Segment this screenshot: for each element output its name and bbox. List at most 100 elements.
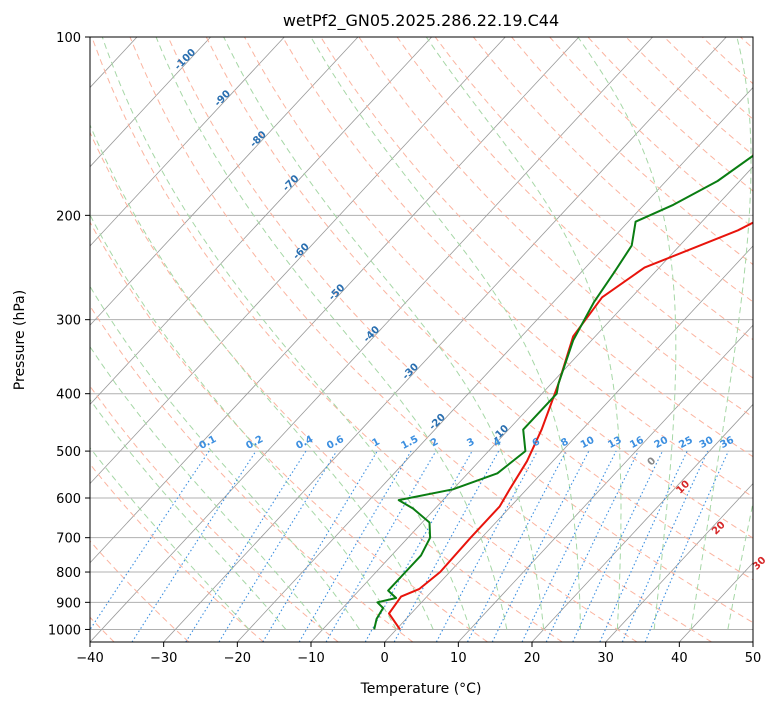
mixing-ratio-line [262,450,378,642]
dry-adiabat-line [549,37,753,229]
dry-adiabat-line [90,463,264,642]
x-tick-label: 0 [381,651,389,666]
mixing-ratio-line [185,450,307,642]
x-tick-label: 10 [450,651,467,666]
y-tick-label: 100 [56,31,81,46]
dry-adiabat-label: -50 [327,282,348,303]
dry-adiabat-line [90,385,339,642]
moist-adiabat-line [90,446,250,630]
isotherm-line [0,37,63,642]
x-tick-label: 20 [524,651,541,666]
y-axis-label: Pressure (hPa) [12,290,28,390]
dry-adiabat-label: -100 [173,47,199,73]
isotherm-line [752,641,753,642]
x-tick-label: −40 [76,651,103,666]
dry-adiabat-label: -90 [213,88,234,109]
dry-adiabat-line [205,37,753,581]
isotherm-line [90,37,653,642]
isotherm-label: 30 [751,555,769,573]
y-tick-label: 400 [56,388,81,403]
dewpoint-profile-line [373,154,753,630]
y-tick-label: 1000 [48,623,81,638]
y-tick-label: 500 [56,445,81,460]
dry-adiabat-line [90,221,488,642]
mixing-ratio-line [621,450,709,642]
moist-adiabat-line [90,398,287,630]
mixing-ratio-label: 3 [465,436,476,449]
x-tick-label: 40 [671,651,688,666]
moist-adiabat-line [577,37,677,630]
moist-adiabat-line [155,37,508,630]
x-tick-label: 30 [597,651,614,666]
isotherm-line [384,245,753,642]
moist-adiabat-line [690,37,752,630]
temperature-profile-line [388,221,753,630]
dry-adiabat-line [511,37,753,266]
moist-adiabat-line [223,37,545,630]
mixing-ratio-label: 1 [370,436,381,449]
x-tick-label: −10 [297,651,324,666]
dry-adiabat-line [701,37,753,85]
dry-adiabat-line [282,37,753,498]
mixing-ratio-line [218,450,338,642]
mixing-ratio-label: 13 [606,435,623,451]
isotherm-label: 10 [675,479,693,497]
x-tick-label: −20 [224,651,251,666]
mixing-ratio-label: 6 [531,436,542,449]
moist-adiabat-line [90,213,397,630]
dry-adiabat-line [434,37,753,341]
mixing-ratio-label: 16 [628,435,645,451]
dry-adiabat-line [90,131,563,642]
mixing-ratio-line [572,450,663,642]
moist-adiabat-line [90,123,434,630]
dry-adiabat-line [740,37,753,50]
dry-adiabat-label: -40 [362,324,383,345]
y-tick-label: 900 [56,596,81,611]
mixing-ratio-label: 36 [718,435,735,451]
dry-adiabat-label: -30 [401,362,422,383]
isotherm-line [679,562,753,642]
mixing-ratio-line [90,450,210,631]
dry-adiabat-label: -70 [281,173,302,194]
moist-adiabat-line [90,285,360,630]
isotherm-line [90,37,211,168]
axes: −40 −30 −20 −10 0 10 20 30 40 5010020030040050060… [48,31,761,666]
moist-adiabat-line [727,500,753,630]
dry-adiabat-line [129,37,712,642]
mixing-ratio-line [599,450,688,642]
y-tick-label: 200 [56,209,81,224]
x-tick-label: 50 [745,651,762,666]
temperature-label: 0 [646,456,659,469]
mixing-ratio-line [131,450,257,642]
moist-adiabat-line [101,37,471,630]
dry-adiabat-label: -20 [427,412,448,433]
chart-title: wetPf2_GN05.2025.286.22.19.C44 [283,11,559,31]
moist-adiabat-line [90,345,324,630]
isotherm-line [531,403,753,642]
dry-adiabat-line [396,37,753,379]
mixing-ratio-label: 0.1 [198,434,219,452]
dry-adiabat-line [473,37,753,303]
dry-adiabat-line [663,37,753,120]
x-axis-label: Temperature (°C) [360,681,482,697]
isotherm-line [90,37,285,247]
dry-adiabat-line [90,540,190,642]
mixing-ratio-label: 8 [559,436,570,449]
mixing-ratio-label: 0.4 [294,434,315,452]
background-lines [0,37,753,642]
dry-adiabat-line [320,37,753,458]
y-tick-label: 700 [56,532,81,547]
x-tick-label: −30 [150,651,177,666]
mixing-ratio-label: 30 [698,435,715,451]
profile-lines [373,154,753,630]
isotherm-line [163,37,727,642]
mixing-ratio-label: 20 [653,435,670,451]
dry-adiabat-line [91,37,638,642]
isotherm-line [310,166,753,642]
isotherm-line [605,482,753,642]
mixing-ratio-label: 2 [429,436,440,449]
y-tick-label: 600 [56,492,81,507]
dry-adiabat-label: -80 [248,129,269,150]
mixing-ratio-line [644,450,729,642]
